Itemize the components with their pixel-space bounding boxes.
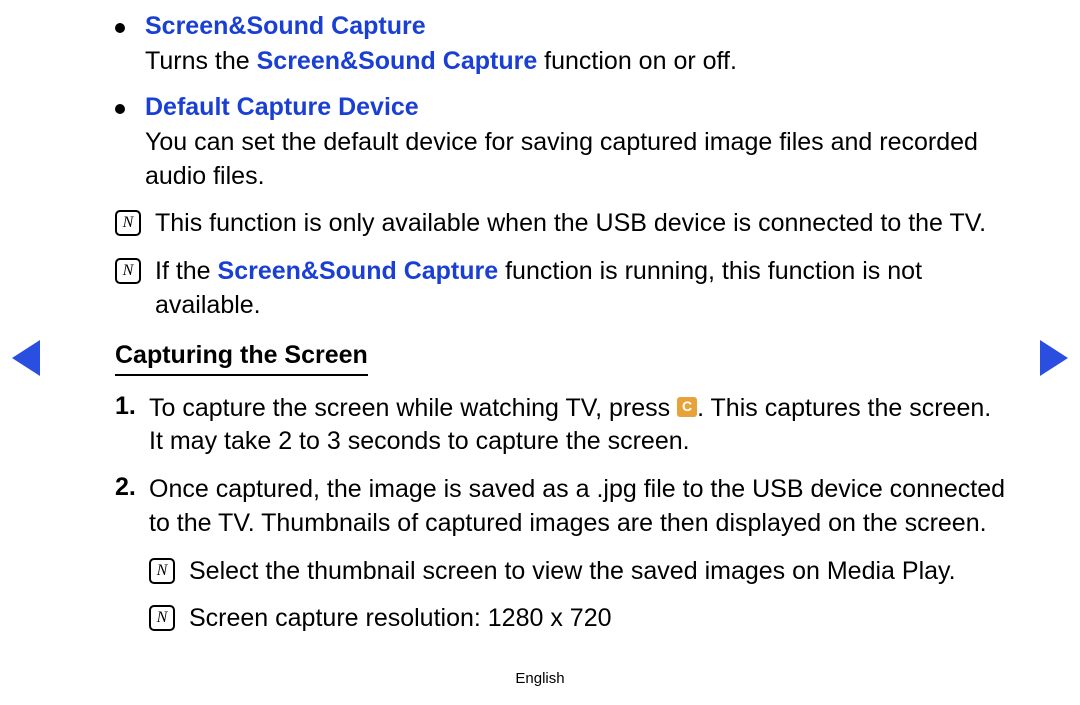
bullet-marker	[115, 23, 125, 33]
note-text: This function is only available when the…	[155, 207, 986, 241]
note-item: If the Screen&Sound Capture function is …	[115, 255, 1010, 323]
note-text: Screen capture resolution: 1280 x 720	[189, 602, 612, 636]
note-item: This function is only available when the…	[115, 207, 1010, 241]
note-icon	[115, 210, 141, 236]
step-notes: Select the thumbnail screen to view the …	[149, 555, 1010, 637]
text-segment: function on or off.	[537, 47, 737, 75]
note-icon	[149, 558, 175, 584]
c-button-icon	[677, 397, 697, 417]
emphasized-term: Screen&Sound Capture	[218, 257, 499, 285]
section-heading-wrap: Capturing the Screen	[115, 341, 1010, 376]
step-number: 1.	[115, 392, 149, 421]
bullet-title: Default Capture Device	[145, 93, 419, 122]
note-item: Screen capture resolution: 1280 x 720	[149, 602, 1010, 636]
step-number: 2.	[115, 473, 149, 502]
note-icon	[149, 605, 175, 631]
note-text: Select the thumbnail screen to view the …	[189, 555, 956, 589]
manual-page: Screen&Sound Capture Turns the Screen&So…	[0, 0, 1080, 705]
note-icon	[115, 258, 141, 284]
page-content: Screen&Sound Capture Turns the Screen&So…	[60, 12, 1020, 636]
bullet-item: Default Capture Device	[115, 93, 1010, 122]
bullet-description: You can set the default device for savin…	[145, 126, 1010, 194]
bullet-item: Screen&Sound Capture	[115, 12, 1010, 41]
text-segment: To capture the screen while watching TV,…	[149, 394, 677, 422]
nav-next-arrow[interactable]	[1040, 340, 1068, 376]
bullet-description: Turns the Screen&Sound Capture function …	[145, 45, 1010, 79]
text-segment: Turns the	[145, 47, 257, 75]
step-text: To capture the screen while watching TV,…	[149, 392, 1010, 460]
step-item: 2. Once captured, the image is saved as …	[115, 473, 1010, 541]
step-item: 1. To capture the screen while watching …	[115, 392, 1010, 460]
step-text: Once captured, the image is saved as a .…	[149, 473, 1010, 541]
note-item: Select the thumbnail screen to view the …	[149, 555, 1010, 589]
text-segment: If the	[155, 257, 218, 285]
nav-prev-arrow[interactable]	[12, 340, 40, 376]
note-text: If the Screen&Sound Capture function is …	[155, 255, 1010, 323]
bullet-marker	[115, 104, 125, 114]
bullet-title: Screen&Sound Capture	[145, 12, 426, 41]
page-language-footer: English	[0, 670, 1080, 687]
emphasized-term: Screen&Sound Capture	[257, 47, 538, 75]
section-heading: Capturing the Screen	[115, 341, 368, 376]
